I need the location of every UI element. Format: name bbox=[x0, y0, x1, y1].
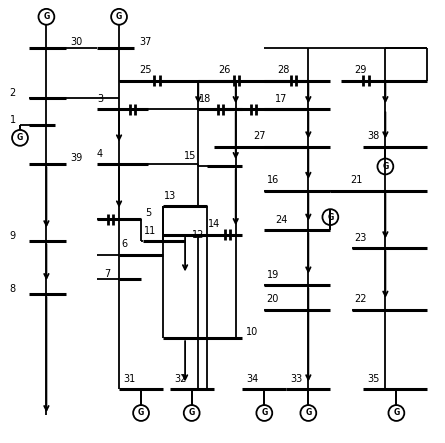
Text: 39: 39 bbox=[71, 153, 83, 163]
Text: G: G bbox=[17, 133, 23, 142]
Text: 26: 26 bbox=[218, 66, 231, 75]
Text: G: G bbox=[116, 12, 122, 21]
Text: 12: 12 bbox=[192, 230, 204, 240]
Text: 29: 29 bbox=[355, 66, 367, 75]
Text: 17: 17 bbox=[275, 94, 288, 104]
Text: 3: 3 bbox=[97, 93, 103, 104]
Text: 32: 32 bbox=[174, 373, 186, 384]
Text: G: G bbox=[393, 408, 400, 417]
Text: G: G bbox=[305, 408, 312, 417]
Text: 9: 9 bbox=[9, 231, 16, 241]
Text: G: G bbox=[189, 408, 195, 417]
Text: 8: 8 bbox=[9, 284, 16, 294]
Text: 13: 13 bbox=[164, 191, 176, 201]
Text: G: G bbox=[261, 408, 267, 417]
Text: G: G bbox=[382, 162, 388, 171]
Text: G: G bbox=[138, 408, 144, 417]
Text: 35: 35 bbox=[368, 373, 380, 384]
Text: 33: 33 bbox=[291, 373, 303, 384]
Text: 30: 30 bbox=[71, 37, 83, 47]
Text: 27: 27 bbox=[253, 132, 266, 141]
Text: 38: 38 bbox=[368, 132, 380, 141]
Text: 23: 23 bbox=[355, 233, 367, 243]
Text: 6: 6 bbox=[121, 239, 127, 249]
Text: 31: 31 bbox=[123, 373, 136, 384]
Text: 1: 1 bbox=[9, 115, 16, 124]
Text: 15: 15 bbox=[184, 151, 196, 161]
Text: 20: 20 bbox=[267, 294, 279, 304]
Text: 4: 4 bbox=[97, 149, 103, 159]
Text: 28: 28 bbox=[278, 66, 290, 75]
Text: 11: 11 bbox=[144, 226, 156, 236]
Text: 7: 7 bbox=[104, 269, 110, 279]
Text: 24: 24 bbox=[275, 215, 288, 225]
Text: 25: 25 bbox=[139, 66, 151, 75]
Text: 22: 22 bbox=[355, 294, 367, 304]
Text: G: G bbox=[327, 213, 333, 222]
Text: 18: 18 bbox=[199, 94, 211, 104]
Text: 5: 5 bbox=[146, 208, 152, 218]
Text: 16: 16 bbox=[267, 175, 279, 186]
Text: 2: 2 bbox=[9, 88, 16, 98]
Text: 37: 37 bbox=[139, 37, 151, 47]
Text: 21: 21 bbox=[350, 175, 363, 186]
Text: 10: 10 bbox=[246, 327, 258, 337]
Text: 19: 19 bbox=[267, 270, 279, 280]
Text: G: G bbox=[43, 12, 49, 21]
Text: 34: 34 bbox=[247, 373, 259, 384]
Text: 14: 14 bbox=[208, 219, 220, 229]
